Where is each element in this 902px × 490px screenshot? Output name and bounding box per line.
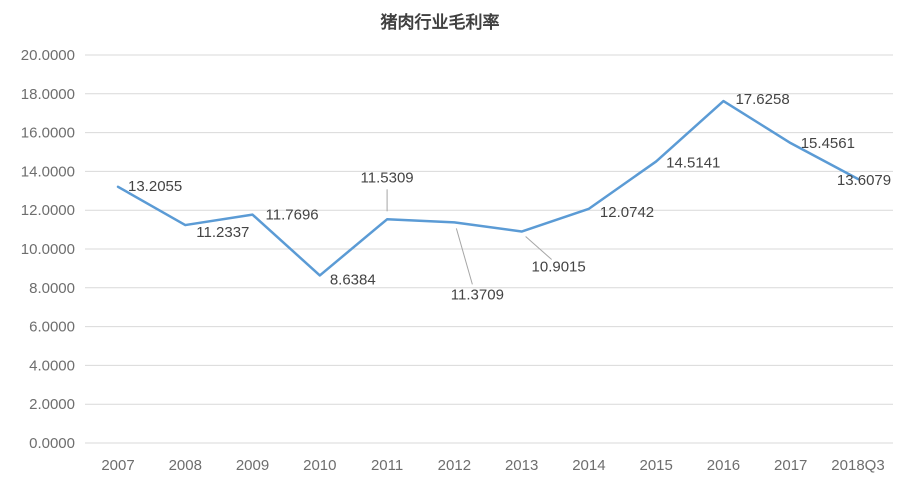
data-label: 11.3709 (451, 286, 504, 303)
data-labels: 13.2055 11.2337 11.7696 8.6384 11.5309 11.370… (128, 91, 891, 303)
data-label: 8.6384 (330, 271, 376, 288)
series-line (116, 99, 860, 277)
data-label: 11.7696 (266, 207, 319, 224)
y-tick-label: 12.0000 (21, 202, 75, 219)
y-tick-label: 16.0000 (21, 125, 75, 142)
y-tick-label: 18.0000 (21, 86, 75, 103)
leader-line (525, 236, 552, 260)
y-axis-labels: 0.0000 2.0000 4.0000 6.0000 8.0000 10.0000 12.… (21, 47, 75, 452)
x-tick-label: 2015 (639, 457, 672, 474)
x-tick-label: 2009 (236, 457, 269, 474)
data-label: 13.2055 (128, 178, 182, 195)
y-tick-label: 20.0000 (21, 47, 75, 64)
data-label: 15.4561 (801, 135, 855, 152)
data-label: 10.9015 (532, 259, 586, 276)
y-tick-label: 4.0000 (29, 357, 75, 374)
x-tick-label: 2008 (169, 457, 202, 474)
x-tick-label: 2011 (371, 457, 403, 474)
x-axis-labels: 2007 2008 2009 2010 2011 2012 2013 2014 2015 2016… (101, 457, 884, 474)
y-tick-label: 0.0000 (29, 435, 75, 452)
y-tick-label: 10.0000 (21, 241, 75, 258)
x-tick-label: 2018Q3 (831, 457, 884, 474)
x-tick-label: 2007 (101, 457, 134, 474)
x-tick-label: 2010 (303, 457, 336, 474)
y-tick-label: 14.0000 (21, 163, 75, 180)
data-label: 13.6079 (837, 172, 891, 189)
x-tick-label: 2014 (572, 457, 605, 474)
y-tick-label: 8.0000 (29, 280, 75, 297)
data-label: 17.6258 (735, 91, 789, 108)
leader-lines (386, 189, 552, 285)
x-tick-label: 2016 (707, 457, 740, 474)
x-tick-label: 2012 (438, 457, 471, 474)
data-label: 11.2337 (196, 224, 249, 241)
x-tick-label: 2013 (505, 457, 538, 474)
data-label: 11.5309 (361, 169, 414, 186)
chart-title: 猪肉行业毛利率 (381, 12, 500, 32)
y-tick-label: 2.0000 (29, 396, 75, 413)
x-tick-label: 2017 (774, 457, 807, 474)
data-label: 12.0742 (600, 204, 654, 221)
y-tick-label: 6.0000 (29, 319, 75, 336)
series-line-group (116, 99, 860, 277)
leader-line (455, 228, 473, 285)
gridlines (85, 54, 893, 444)
data-label: 14.5141 (666, 154, 720, 171)
